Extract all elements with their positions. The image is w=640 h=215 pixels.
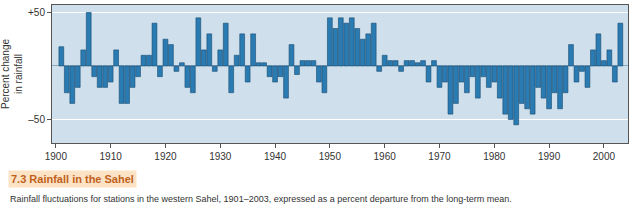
svg-text:1900: 1900: [45, 151, 68, 162]
svg-text:Percent changein rainfall: Percent changein rainfall: [0, 39, 24, 109]
svg-text:1970: 1970: [428, 151, 451, 162]
svg-text:1920: 1920: [154, 151, 177, 162]
svg-text:1950: 1950: [319, 151, 342, 162]
svg-text:1910: 1910: [100, 151, 123, 162]
svg-text:2000: 2000: [593, 151, 616, 162]
svg-text:Rainfall fluctuations for stat: Rainfall fluctuations for stations in th…: [10, 194, 512, 204]
svg-text:1960: 1960: [374, 151, 397, 162]
svg-text:1990: 1990: [538, 151, 561, 162]
svg-text:–50: –50: [28, 114, 45, 125]
svg-text:1940: 1940: [264, 151, 287, 162]
svg-text:7.3 Rainfall in the Sahel: 7.3 Rainfall in the Sahel: [11, 173, 134, 185]
svg-text:1930: 1930: [209, 151, 232, 162]
svg-text:+50: +50: [28, 7, 45, 18]
svg-text:1980: 1980: [483, 151, 506, 162]
